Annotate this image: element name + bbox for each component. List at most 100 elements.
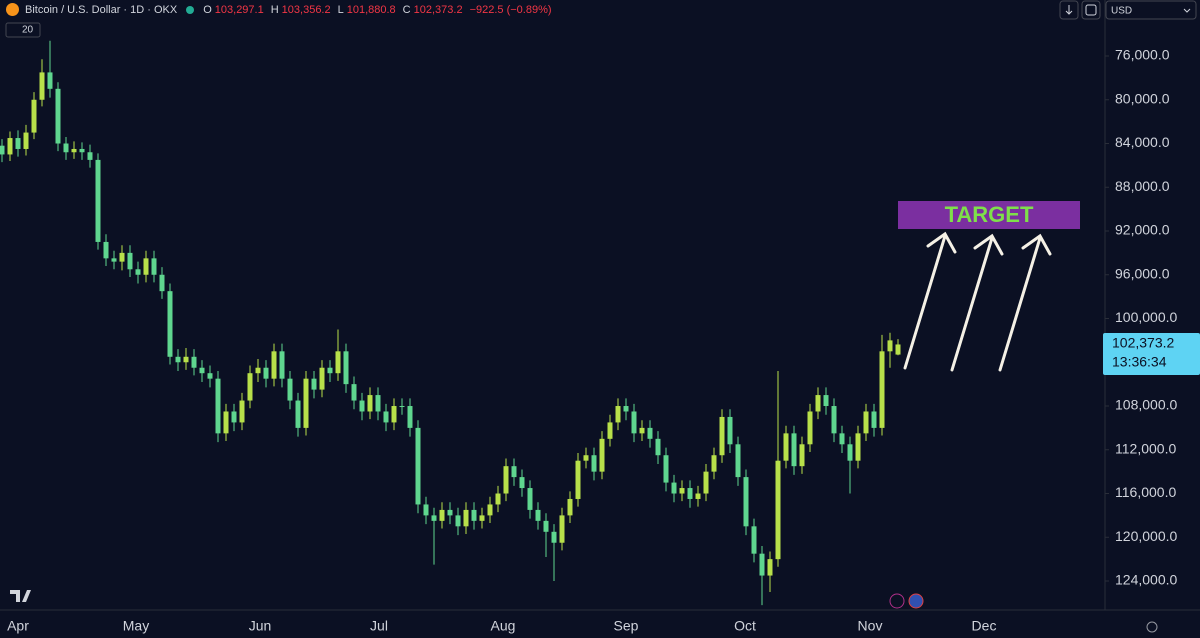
event-icon[interactable]	[889, 593, 905, 609]
down-icon	[1065, 5, 1073, 15]
candle-body	[727, 416, 733, 445]
candle-body	[655, 438, 661, 456]
candle-body	[831, 406, 837, 434]
currency-select[interactable]	[1105, 0, 1197, 20]
arrow	[998, 233, 1052, 372]
symbol-title: Bitcoin / U.S. Dollar · 1D · OKX	[25, 3, 178, 16]
x-tick-label: Apr	[7, 618, 29, 634]
sync-button[interactable]	[1081, 0, 1101, 20]
candle-body	[343, 351, 349, 385]
target-label: TARGET	[945, 202, 1034, 227]
candle-body	[519, 477, 525, 489]
candle-body	[423, 504, 429, 516]
candle-body	[87, 152, 93, 160]
candle-body	[199, 367, 205, 374]
candle-body	[335, 351, 341, 374]
settings-icon[interactable]	[1146, 621, 1158, 633]
candle-body	[263, 367, 269, 379]
candle-body	[55, 88, 61, 144]
x-tick-label: Nov	[858, 618, 883, 634]
candle-body	[415, 427, 421, 505]
candle-body	[23, 132, 29, 149]
candle-body	[223, 411, 229, 434]
candle-body	[703, 471, 709, 494]
y-tick-label: 96,000.0	[1115, 265, 1170, 281]
x-tick-label: Jul	[370, 618, 388, 634]
countdown: 13:36:34	[1112, 354, 1167, 370]
interval-box[interactable]	[5, 22, 41, 38]
scroll-button[interactable]	[1059, 0, 1079, 20]
candle-body	[215, 378, 221, 434]
candle-body	[591, 455, 597, 472]
arrow	[903, 231, 957, 370]
tv-logo	[10, 590, 31, 602]
candle-body	[551, 531, 557, 543]
candle-body	[351, 384, 357, 401]
ohlc-value: 102,373.2	[413, 3, 463, 16]
ohlc-letter: L	[337, 3, 344, 16]
ohlc-value: 103,356.2	[281, 3, 331, 16]
candle-body	[431, 515, 437, 521]
candle-body	[503, 466, 509, 494]
candle-body	[103, 241, 109, 259]
candle-body	[823, 395, 829, 407]
candle-body	[663, 455, 669, 483]
candle-body	[407, 406, 413, 428]
candle-body	[367, 395, 373, 412]
btc-icon	[6, 3, 19, 16]
candle-body	[671, 482, 677, 494]
candle-body	[295, 400, 301, 428]
candle-body	[751, 526, 757, 554]
candle-body	[255, 367, 261, 374]
change: −922.5 (−0.89%)	[469, 3, 552, 16]
candle-body	[543, 520, 549, 532]
candle-body	[47, 72, 53, 89]
candle-body	[895, 344, 901, 355]
interval-input[interactable]: 20	[22, 25, 34, 36]
candle-body	[239, 400, 245, 423]
candle-body	[527, 488, 533, 510]
candle-body	[495, 493, 501, 505]
candle-body	[783, 433, 789, 461]
candle-body	[247, 373, 253, 401]
y-tick-label: 84,000.0	[1115, 134, 1170, 150]
candle-body	[447, 509, 453, 516]
candle-body	[383, 411, 389, 423]
candle-body	[119, 252, 125, 262]
candle-body	[15, 138, 21, 149]
candle-body	[471, 509, 477, 521]
candle-body	[879, 351, 885, 428]
candle-body	[303, 378, 309, 428]
candle-body	[327, 367, 333, 374]
y-tick-label: 100,000.0	[1115, 309, 1177, 325]
candle-body	[231, 411, 237, 423]
candle-body	[127, 252, 133, 270]
candle-body	[871, 411, 877, 428]
candle-body	[167, 291, 173, 357]
candle-body	[439, 509, 445, 521]
candle-body	[183, 356, 189, 363]
candle-body	[279, 351, 285, 379]
candle-body	[647, 427, 653, 439]
candle-body	[719, 416, 725, 456]
candle-body	[391, 406, 397, 423]
candle-body	[287, 378, 293, 401]
arrow	[950, 233, 1004, 372]
flag-icon[interactable]	[908, 593, 924, 609]
candle-body	[711, 455, 717, 472]
candle-body	[623, 406, 629, 412]
candle-body	[687, 488, 693, 499]
candle-body	[479, 515, 485, 521]
sync-icon	[1085, 4, 1097, 16]
candle-body	[815, 395, 821, 412]
candle-body	[535, 509, 541, 521]
candle-body	[559, 515, 565, 543]
candle-body	[39, 72, 45, 100]
candle-body	[463, 509, 469, 527]
candle-body	[775, 460, 781, 560]
y-tick-label: 88,000.0	[1115, 178, 1170, 194]
candle-body	[71, 148, 77, 153]
candle-body	[575, 460, 581, 499]
